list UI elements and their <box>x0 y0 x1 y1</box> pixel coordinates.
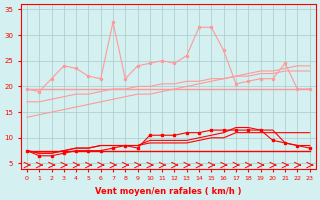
X-axis label: Vent moyen/en rafales ( km/h ): Vent moyen/en rafales ( km/h ) <box>95 187 242 196</box>
